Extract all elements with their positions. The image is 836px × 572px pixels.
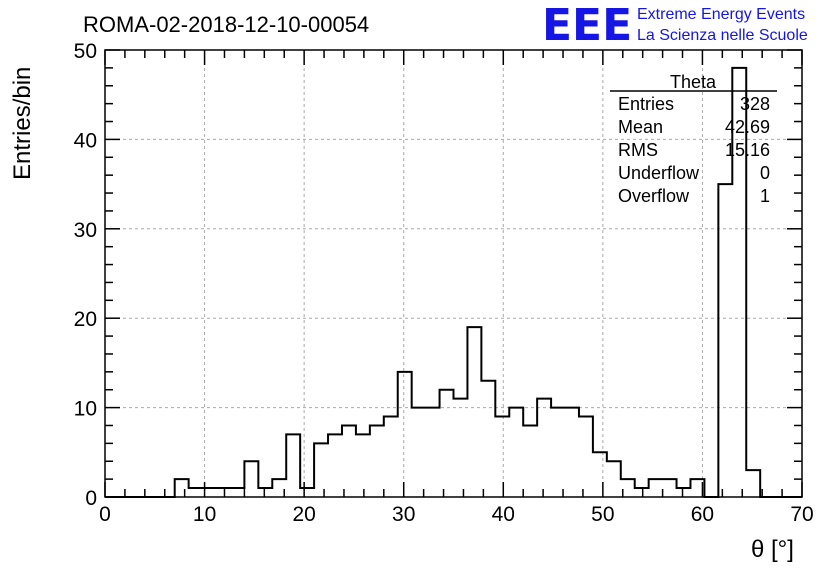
stats-rows: Entries 328 Mean 42.69 RMS 15.16 Underflow 0 Ove… (618, 94, 770, 206)
y-tick-label: 20 (74, 308, 97, 331)
grid (105, 50, 802, 497)
x-tick-label: 60 (691, 503, 714, 526)
y-tick-label: 50 (74, 40, 97, 63)
x-tick-label: 0 (99, 503, 111, 526)
y-axis-label: Entries/bin (9, 67, 36, 180)
stats-row-label: RMS (618, 140, 658, 160)
x-tick-labels: 0 10 20 30 40 50 60 70 (99, 503, 814, 526)
stats-row-label: Underflow (618, 163, 700, 183)
stats-row-value: 0 (760, 163, 770, 183)
y-tick-label: 10 (74, 398, 97, 421)
chart-title: ROMA-02-2018-12-10-00054 (83, 12, 369, 37)
stats-title: Theta (670, 72, 717, 92)
stats-row-label: Mean (618, 117, 663, 137)
stats-row-value: 15.16 (725, 140, 770, 160)
x-tick-label: 70 (790, 503, 813, 526)
y-tick-label: 0 (85, 487, 97, 510)
stats-row-label: Entries (618, 94, 674, 114)
logo-line-2: La Scienza nelle Scuole (637, 27, 808, 44)
stats-row-label: Overflow (618, 186, 690, 206)
stats-row-value: 328 (740, 94, 770, 114)
stats-row-value: 42.69 (725, 117, 770, 137)
y-tick-labels: 0 10 20 30 40 50 (74, 40, 97, 510)
logo-line-1: Extreme Energy Events (637, 6, 805, 23)
histogram-series (105, 66, 802, 498)
stats-box: Theta Entries 328 Mean 42.69 RMS 15.16 Underfl… (610, 72, 777, 206)
x-tick-label: 40 (492, 503, 515, 526)
x-tick-label: 20 (292, 503, 315, 526)
x-tick-label: 30 (392, 503, 415, 526)
stats-row-value: 1 (760, 186, 770, 206)
axis-ticks (104, 49, 803, 498)
logo-mark: EEE (542, 0, 632, 51)
x-tick-label: 10 (193, 503, 216, 526)
eee-logo: EEE Extreme Energy Events La Scienza nel… (542, 0, 808, 51)
y-tick-label: 30 (74, 219, 97, 242)
y-tick-label: 40 (74, 129, 97, 152)
x-axis-label: θ [°] (751, 536, 794, 563)
x-tick-label: 50 (591, 503, 614, 526)
plot-frame (104, 49, 803, 498)
